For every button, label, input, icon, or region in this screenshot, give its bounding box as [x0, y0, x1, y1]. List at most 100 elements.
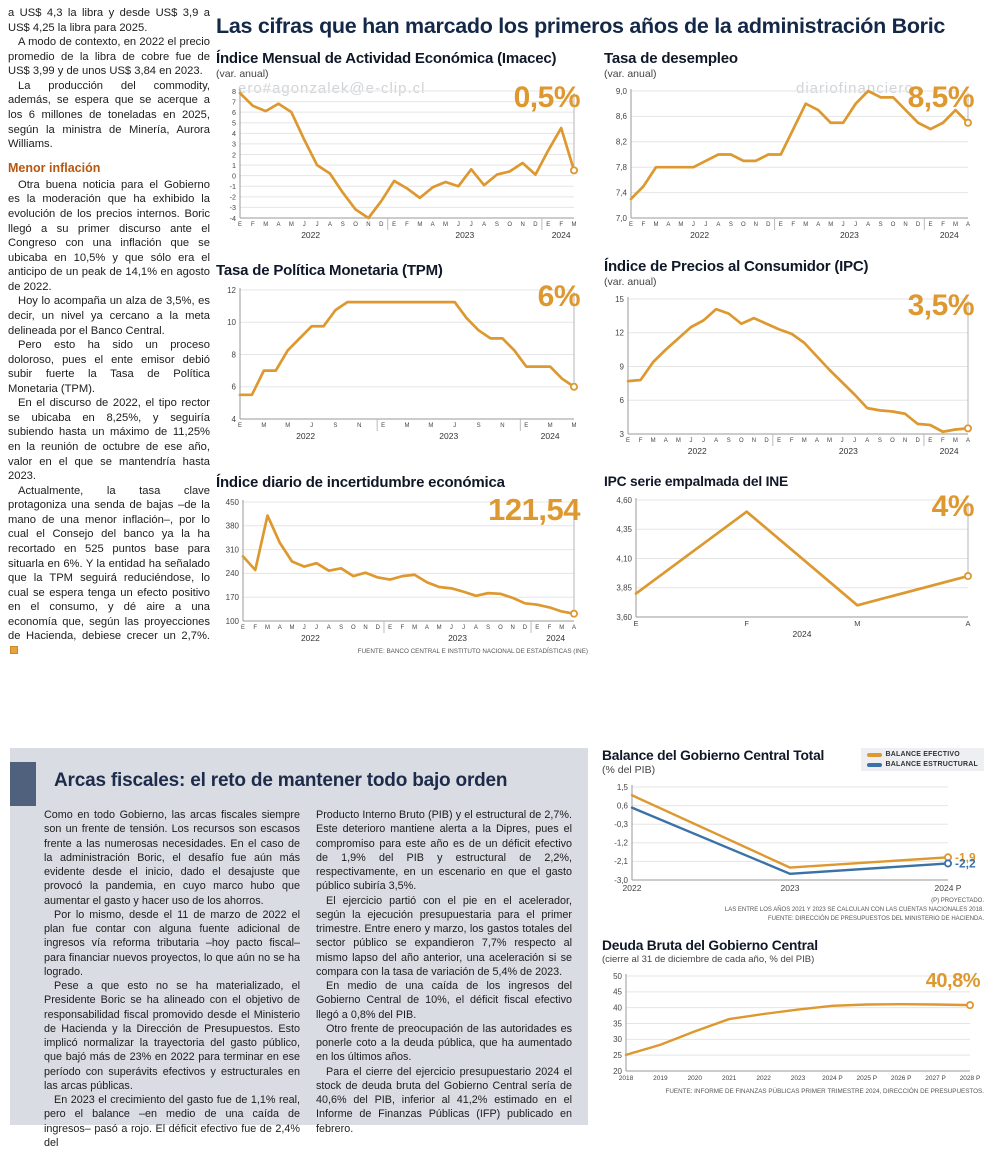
svg-text:35: 35 [613, 1019, 622, 1028]
svg-text:2023: 2023 [781, 883, 800, 893]
svg-text:A: A [431, 222, 435, 228]
svg-text:2025 P: 2025 P [856, 1075, 877, 1082]
svg-text:7,0: 7,0 [616, 214, 628, 223]
chart-imacec: Índice Mensual de Actividad Económica (I… [216, 50, 588, 243]
chart-title: Deuda Bruta del Gobierno Central [602, 938, 818, 953]
article-paragraph: Producto Interno Bruto (PIB) y el estruc… [316, 809, 572, 893]
svg-text:A: A [278, 625, 282, 631]
svg-text:-1: -1 [230, 182, 236, 191]
svg-text:6: 6 [620, 396, 625, 405]
svg-text:2022: 2022 [296, 431, 315, 441]
chart-canvas-host: 4,60 4,35 4,10 3,85 3,60 E F M A 2024 [604, 492, 982, 642]
svg-text:D: D [764, 438, 769, 444]
svg-text:O: O [739, 438, 744, 444]
svg-text:J: J [457, 222, 460, 228]
svg-text:M: M [548, 423, 553, 429]
svg-text:10: 10 [227, 318, 236, 327]
svg-text:2021: 2021 [722, 1075, 737, 1082]
svg-text:4: 4 [232, 129, 236, 138]
svg-text:M: M [827, 438, 832, 444]
svg-text:N: N [752, 438, 756, 444]
chart-title-group: Balance del Gobierno Central Total (% de… [602, 748, 824, 776]
svg-text:2023: 2023 [439, 431, 458, 441]
svg-text:E: E [777, 438, 781, 444]
svg-text:2024 P: 2024 P [822, 1075, 843, 1082]
svg-text:A: A [664, 438, 668, 444]
svg-text:M: M [953, 222, 958, 228]
chart-ipc-empalmada: IPC serie empalmada del INE 4,60 4,35 4,10… [604, 474, 982, 642]
svg-text:D: D [523, 625, 528, 631]
svg-text:2022: 2022 [623, 883, 642, 893]
svg-text:6: 6 [232, 108, 236, 117]
svg-text:A: A [965, 619, 970, 628]
svg-text:12: 12 [615, 329, 624, 338]
svg-text:3: 3 [232, 140, 236, 149]
article-paragraph: En medio de una caída de los ingresos de… [316, 980, 572, 1021]
svg-text:E: E [633, 619, 638, 628]
svg-text:2023: 2023 [839, 446, 858, 456]
svg-text:1,5: 1,5 [617, 783, 629, 792]
chart-plot-wrap: 15 12 9 6 3 E F M A M J J A S O N D E F M A M J J A S O N D E F M A 2022 2… [604, 289, 982, 459]
svg-text:-2,1: -2,1 [614, 857, 628, 866]
svg-text:3,85: 3,85 [616, 584, 632, 593]
svg-text:1: 1 [232, 161, 236, 170]
chart-plot-wrap: 450 380 310 240 170 100 E F M A M J J A S O N D E F M A M J J A S O… [216, 492, 588, 646]
svg-text:J: J [462, 625, 465, 631]
svg-text:F: F [251, 222, 255, 228]
chart-ipc: Índice de Precios al Consumidor (IPC) (v… [604, 258, 982, 459]
svg-text:2023: 2023 [840, 230, 859, 240]
article-paragraph: A modo de contexto, en 2022 el precio pr… [8, 36, 210, 78]
svg-text:M: M [559, 625, 564, 631]
svg-text:O: O [353, 222, 358, 228]
svg-text:N: N [366, 222, 370, 228]
svg-text:4,10: 4,10 [616, 554, 632, 563]
chart-subtitle: (var. anual) [604, 68, 657, 80]
svg-text:4,35: 4,35 [616, 525, 632, 534]
svg-text:A: A [666, 222, 670, 228]
svg-text:-2,2: -2,2 [955, 856, 976, 870]
chart-title: Índice Mensual de Actividad Económica (I… [216, 50, 557, 67]
svg-text:E: E [381, 423, 385, 429]
svg-text:N: N [511, 625, 515, 631]
svg-text:0: 0 [232, 171, 236, 180]
svg-text:2024: 2024 [940, 230, 959, 240]
svg-text:2024 P: 2024 P [935, 883, 962, 893]
svg-text:F: F [548, 625, 552, 631]
svg-text:E: E [629, 222, 633, 228]
chart-desempleo: Tasa de desempleo (var. anual) 9,0 8,6 8,2… [604, 50, 982, 243]
chart-legend: BALANCE EFECTIVO BALANCE ESTRUCTURAL [860, 748, 984, 771]
svg-text:E: E [524, 423, 528, 429]
article-paragraph: La producción del commodity, además, se … [8, 79, 210, 151]
svg-text:25: 25 [613, 1051, 622, 1060]
svg-text:D: D [379, 222, 384, 228]
svg-text:J: J [692, 222, 695, 228]
svg-text:A: A [716, 222, 720, 228]
svg-text:12: 12 [227, 286, 236, 295]
svg-text:J: J [842, 222, 845, 228]
svg-text:J: J [470, 222, 473, 228]
svg-text:J: J [841, 438, 844, 444]
svg-text:J: J [704, 222, 707, 228]
svg-text:S: S [729, 222, 733, 228]
svg-text:E: E [626, 438, 630, 444]
svg-text:E: E [929, 222, 933, 228]
svg-text:N: N [903, 222, 907, 228]
svg-text:F: F [941, 438, 945, 444]
article-paragraph: Para el cierre del ejercicio presupuesta… [316, 1065, 572, 1135]
svg-text:240: 240 [226, 569, 240, 578]
svg-text:2024: 2024 [940, 446, 959, 456]
svg-text:7: 7 [232, 97, 236, 106]
article-paragraph: Pese a que esto no se ha materializado, … [44, 980, 300, 1092]
legend-label: BALANCE ESTRUCTURAL [885, 761, 978, 768]
svg-text:-3: -3 [230, 203, 236, 212]
svg-text:M: M [428, 423, 433, 429]
svg-text:J: J [303, 625, 306, 631]
chart-canvas: 4,60 4,35 4,10 3,85 3,60E F M A 2024 [616, 496, 972, 639]
svg-text:S: S [486, 625, 490, 631]
svg-text:2023: 2023 [455, 230, 474, 240]
chart-canvas: 9,08,68,27,87,47,0E F M A M J J A S O N D E F M A M J J A S O… [616, 87, 972, 240]
svg-text:2024: 2024 [541, 431, 560, 441]
svg-text:N: N [500, 423, 504, 429]
